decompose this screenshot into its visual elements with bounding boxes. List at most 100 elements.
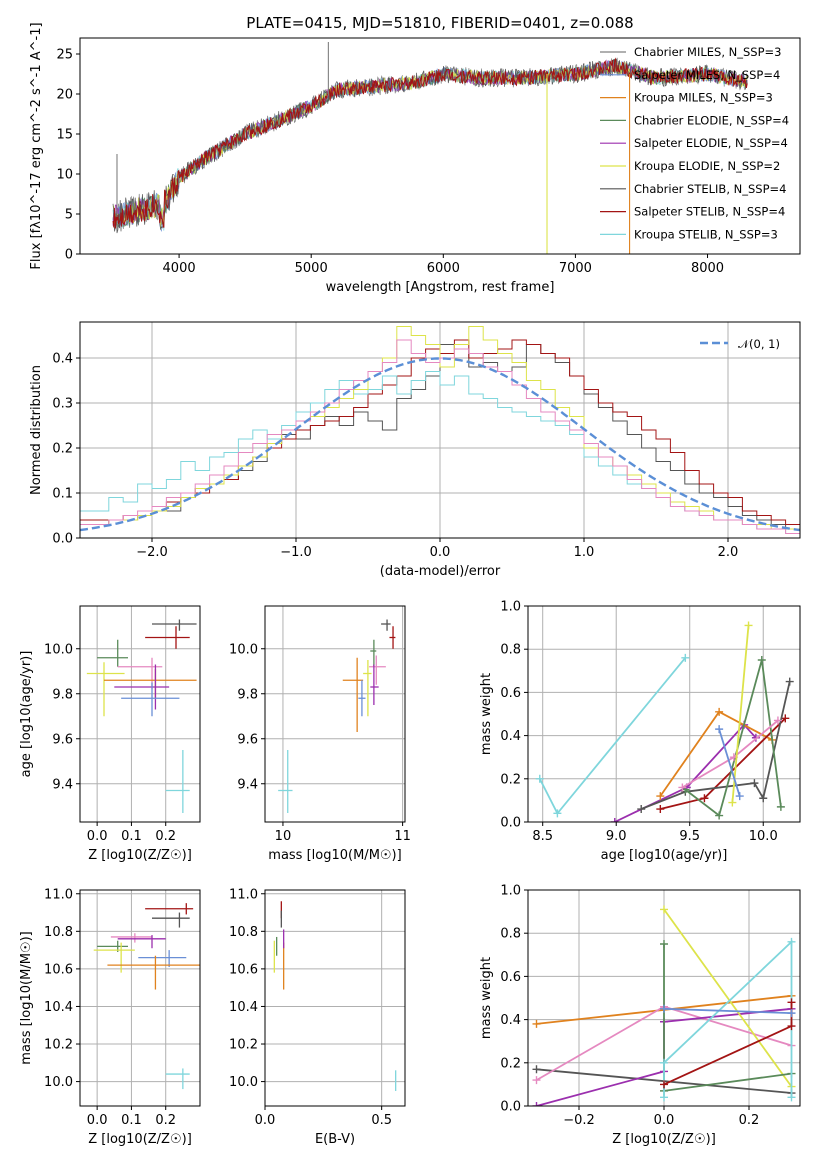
x-axis-label: wavelength [Angstrom, rest frame] [326,280,555,295]
y-tick-label: 0.6 [500,970,521,985]
weight-point-marker [785,677,794,686]
y-axis-label: mass [log10(M/M☉)] [19,931,34,1064]
y-tick-label: 10 [56,168,73,183]
spectrum-line [112,58,748,234]
panel-age-vs-Z: 0.0 0.1 0.2 9.4 9.6 9.8 10.0 Z [log10(Z/Z☉)] age… [19,605,201,863]
weight-point-marker [532,1102,541,1106]
y-tick-label: 11.0 [229,887,258,902]
weight-point-marker [787,1093,796,1102]
x-tick-label: 0.0 [87,829,108,844]
weight-point-marker [535,774,544,783]
figure-title: PLATE=0415, MJD=51810, FIBERID=0401, z=0… [246,14,633,32]
panel-mass-vs-EBV: 0.0 0.5 10.0 10.2 10.4 10.6 10.8 11.0 E(B-V) [229,887,406,1147]
weight-point-marker [750,779,759,788]
plot-area [528,890,800,1106]
y-tick-label: 0.2 [500,1056,521,1071]
x-tick-label: 0.2 [155,1113,176,1128]
weight-point-marker [678,783,687,792]
legend-label: Chabrier STELIB, N_SSP=4 [634,182,786,196]
y-tick-label: 10.6 [229,962,258,977]
panel-weight-vs-age: 8.5 9.0 9.5 10.0 0.0 0.2 0.4 0.6 0.8 1.0 age [log1… [479,600,801,863]
axes-frame [264,889,406,1107]
legend-label: Kroupa ELODIE, N_SSP=2 [634,159,780,173]
panel-weight-vs-Z: −0.2 0.0 0.2 0.0 0.2 0.4 0.6 0.8 1.0 Z [log10(Z/Z… [479,884,801,1147]
x-tick-label: 9.0 [606,829,627,844]
x-tick-label: 11 [394,829,411,844]
weight-point-marker [759,794,768,803]
x-tick-label: 10 [275,829,292,844]
axes-frame [79,605,201,823]
y-tick-label: 9.6 [52,732,73,747]
y-tick-label: 9.6 [237,732,258,747]
weight-point-marker [787,998,796,1007]
x-tick-label: 0.0 [255,1113,276,1128]
weight-point-marker [715,725,724,734]
y-tick-label: 10.0 [229,642,258,657]
y-tick-label: 10.0 [44,642,73,657]
legend-label: Salpeter ELODIE, N_SSP=4 [634,136,788,150]
y-tick-label: 0.6 [500,686,521,701]
x-axis-label: (data-model)/error [380,564,501,579]
y-tick-label: 15 [56,128,73,143]
y-axis-label: Flux [fλ10^-17 erg cm^-2 s^-1 A^-1] [29,22,44,269]
weight-series-line [718,728,741,797]
axes-frame [264,605,406,823]
y-axis-label: mass weight [479,673,494,755]
weight-point-marker [787,1009,796,1018]
x-tick-label: −1.0 [280,545,312,560]
x-tick-label: 7000 [559,261,592,276]
weight-point-marker [715,707,724,716]
x-tick-label: 8000 [691,261,724,276]
x-tick-label: 0.2 [739,1113,760,1128]
weight-point-marker [656,805,665,814]
weight-point-marker [728,798,737,807]
x-tick-label: −0.2 [563,1113,595,1128]
y-tick-label: 0.8 [500,643,521,658]
x-axis-label: mass [log10(M/M☉)] [268,848,401,863]
y-tick-label: 0.2 [500,772,521,787]
x-tick-label: 0.0 [654,1113,675,1128]
y-tick-label: 0.4 [500,1013,521,1028]
y-tick-label: 0.4 [500,729,521,744]
legend-label: Kroupa MILES, N_SSP=3 [634,91,773,105]
weight-point-marker [660,905,668,914]
axes-frame [527,605,801,823]
weight-point-marker [787,937,796,946]
panels: 4000 5000 6000 7000 8000 0 5 10 15 20 25 wavelength… [19,22,801,1147]
x-tick-label: 0.2 [155,829,176,844]
weight-series-line [663,944,792,1092]
weight-point-marker [532,1076,541,1085]
weight-point-marker [757,656,766,664]
panel-mass-vs-Z: 0.0 0.1 0.2 10.0 10.2 10.4 10.6 10.8 11.0 Z [log1… [19,887,201,1147]
plot-area [528,606,800,822]
y-tick-label: 1.0 [500,884,521,899]
weight-point-marker [773,716,782,725]
normal-curve [80,357,800,532]
legend-label: Salpeter MILES, N_SSP=4 [634,68,780,82]
y-tick-label: 11.0 [44,887,73,902]
legend-label: Chabrier ELODIE, N_SSP=4 [634,113,789,127]
y-tick-label: 0 [65,248,73,263]
x-tick-label: 4000 [163,261,196,276]
x-tick-label: 0.1 [121,829,142,844]
plot-area [80,606,200,822]
weight-point-marker [660,1004,668,1013]
axes-frame [79,889,201,1107]
y-tick-label: 1.0 [500,600,521,615]
y-tick-label: 10.0 [44,1075,73,1090]
y-tick-label: 5 [65,208,73,223]
axes-frame [79,37,801,255]
x-axis-label: Z [log10(Z/Z☉)] [88,1132,192,1147]
x-axis-label: E(B-V) [315,1132,355,1147]
y-tick-label: 0.0 [500,816,521,831]
x-tick-label: 0.0 [430,545,451,560]
y-tick-label: 0.0 [52,532,73,547]
x-tick-label: 0.0 [87,1113,108,1128]
plot-area [80,322,800,538]
x-tick-label: 10.0 [749,829,778,844]
weight-point-marker [637,805,646,814]
weight-point-marker [532,1065,541,1074]
y-axis-label: age [log10(age/yr)] [19,651,34,778]
x-tick-label: 1.0 [574,545,595,560]
